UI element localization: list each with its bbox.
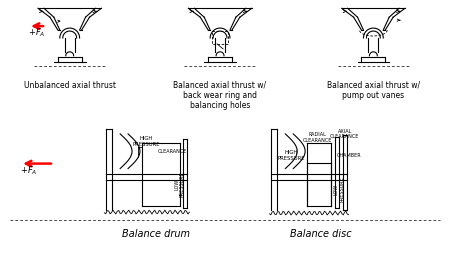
Text: LOW
PRESSURE: LOW PRESSURE xyxy=(333,176,344,201)
Text: $+ F_A$: $+ F_A$ xyxy=(28,26,45,38)
Text: HIGH
PRESSURE: HIGH PRESSURE xyxy=(132,135,160,146)
Text: CHAMBER: CHAMBER xyxy=(337,153,361,157)
Text: HIGH
PRESSURE: HIGH PRESSURE xyxy=(278,150,305,161)
Text: Unbalanced axial thrust: Unbalanced axial thrust xyxy=(24,80,116,89)
Text: Balance drum: Balance drum xyxy=(122,228,190,238)
Text: Balance disc: Balance disc xyxy=(290,228,352,238)
Text: LOW
PRESSURE: LOW PRESSURE xyxy=(174,171,185,196)
Text: $+ F_A$: $+ F_A$ xyxy=(20,164,38,176)
Text: CLEARANCE: CLEARANCE xyxy=(158,149,187,154)
Text: AXIAL
CLEARANCE: AXIAL CLEARANCE xyxy=(330,128,360,139)
Text: RADIAL
CLEARANCE: RADIAL CLEARANCE xyxy=(302,132,332,143)
Text: Balanced axial thrust w/
back wear ring and
balancing holes: Balanced axial thrust w/ back wear ring … xyxy=(174,80,266,110)
Text: Balanced axial thrust w/
pump out vanes: Balanced axial thrust w/ pump out vanes xyxy=(327,80,420,100)
